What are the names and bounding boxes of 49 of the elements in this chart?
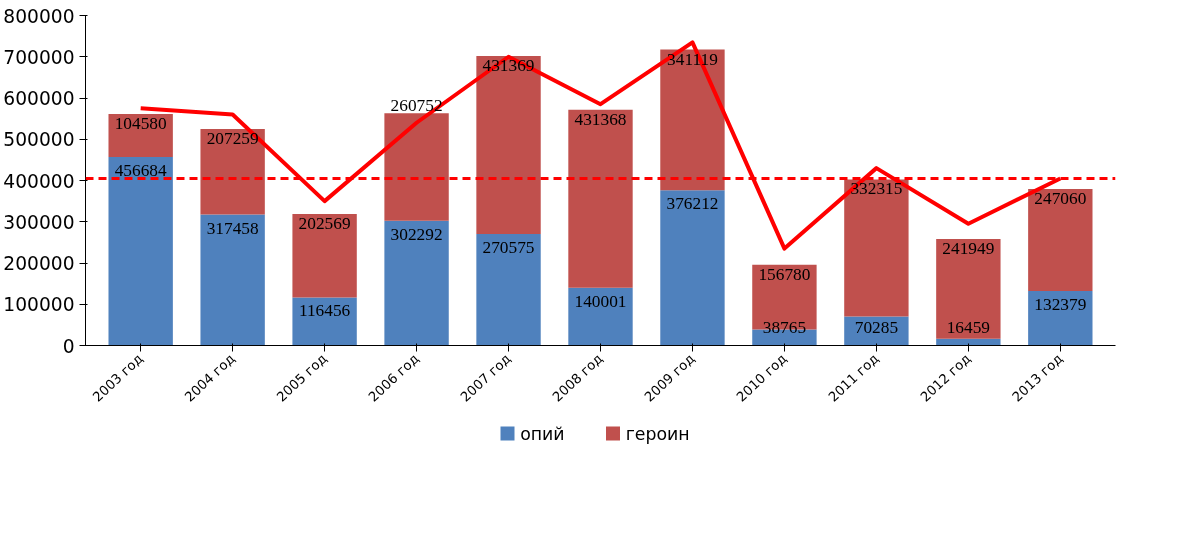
y-tick-label: 200000 bbox=[3, 253, 75, 274]
bar bbox=[1028, 188, 1093, 291]
bar bbox=[844, 179, 909, 317]
data-label: 241949 bbox=[942, 238, 995, 258]
data-label: 260752 bbox=[390, 96, 443, 116]
bar bbox=[1028, 290, 1093, 346]
bar bbox=[568, 287, 633, 346]
bar bbox=[660, 190, 725, 346]
bar bbox=[292, 213, 357, 298]
y-tick-label: 700000 bbox=[3, 46, 75, 68]
bar bbox=[660, 49, 725, 191]
bar bbox=[200, 129, 265, 215]
data-label: 16459 bbox=[946, 317, 991, 337]
bar bbox=[476, 55, 541, 234]
data-label: 202569 bbox=[298, 213, 351, 233]
data-label: 302292 bbox=[390, 224, 443, 244]
y-tick-label: 100000 bbox=[3, 294, 75, 316]
bar bbox=[384, 113, 449, 221]
bar bbox=[476, 233, 541, 346]
data-label: 341119 bbox=[667, 49, 718, 69]
legend-label: опий bbox=[520, 423, 565, 444]
data-label: 317458 bbox=[206, 218, 259, 238]
bar bbox=[200, 214, 265, 346]
data-label: 456684 bbox=[114, 161, 168, 181]
data-label: 207259 bbox=[206, 129, 259, 149]
data-label: 431369 bbox=[482, 55, 535, 75]
bar bbox=[108, 157, 173, 346]
data-label: 270575 bbox=[482, 237, 535, 257]
y-tick-label: 800000 bbox=[3, 5, 75, 27]
bar bbox=[936, 238, 1001, 339]
data-label: 116456 bbox=[298, 301, 351, 321]
data-label: 247060 bbox=[1034, 188, 1087, 208]
y-tick-label: 600000 bbox=[3, 88, 75, 109]
bar bbox=[568, 109, 633, 288]
y-tick-label: 500000 bbox=[3, 129, 75, 151]
data-label: 376212 bbox=[666, 194, 719, 214]
data-label: 156780 bbox=[758, 264, 811, 284]
bar bbox=[292, 297, 357, 346]
data-label: 431368 bbox=[574, 109, 627, 129]
data-label: 104580 bbox=[114, 113, 167, 133]
y-tick-label: 400000 bbox=[3, 170, 75, 192]
data-label: 140001 bbox=[574, 291, 627, 311]
data-label: 132379 bbox=[1034, 294, 1087, 314]
legend-label: героин bbox=[625, 423, 690, 444]
bar bbox=[384, 220, 449, 346]
data-label: 70285 bbox=[854, 317, 899, 337]
y-tick-label: 300000 bbox=[3, 211, 75, 233]
data-label: 332315 bbox=[850, 179, 903, 199]
y-tick-label: 0 bbox=[62, 335, 75, 357]
